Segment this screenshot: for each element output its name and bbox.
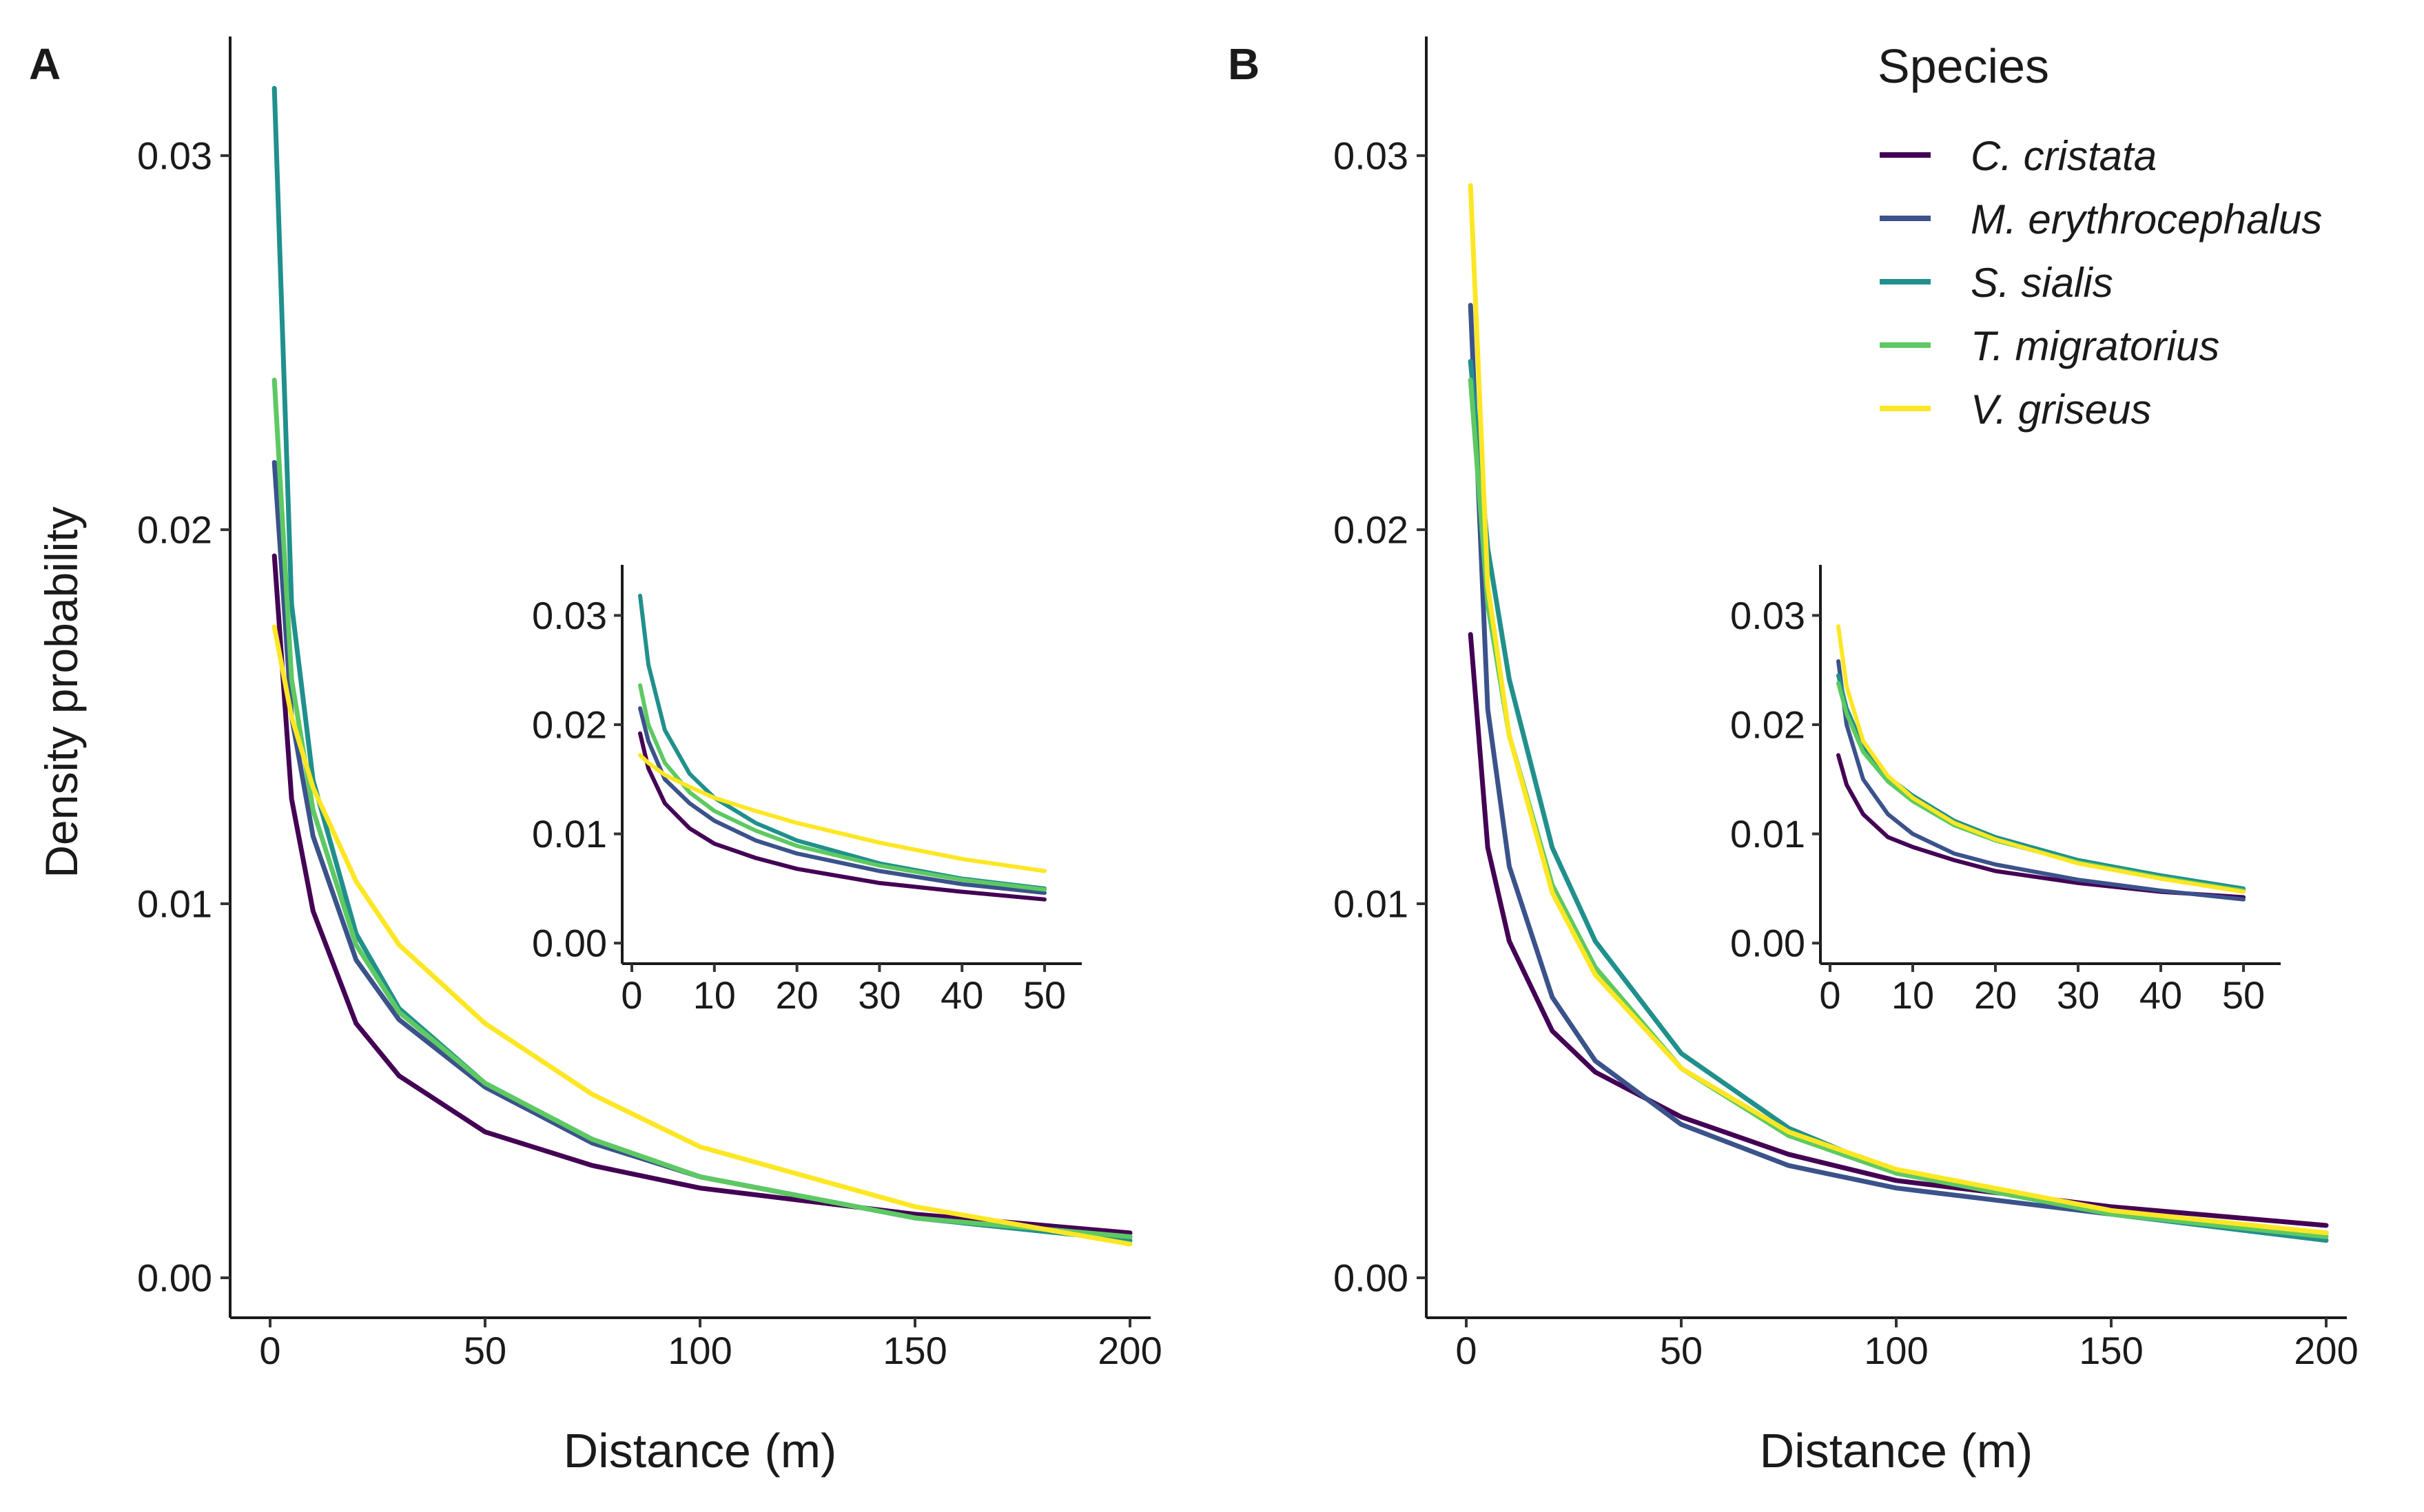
panel-a-inset-x-tick-label: 10 — [693, 973, 736, 1017]
panel-b-x-tick-label: 100 — [1864, 1329, 1928, 1372]
panel-b-inset-x-tick-label: 30 — [2057, 973, 2099, 1017]
panel-b-inset-y-tick-label: 0.03 — [1730, 594, 1805, 637]
legend-label-1: C. cristata — [1971, 133, 2157, 179]
panel-b-label: B — [1228, 39, 1260, 89]
panel-b-inset-line-3 — [1836, 673, 2246, 891]
panel-a-inset-line-5 — [638, 753, 1047, 873]
legend-title: Species — [1878, 39, 2049, 93]
panel-a-inset-x-tick-label: 0 — [621, 973, 642, 1017]
panel-b-inset-y-tick-label: 0.00 — [1730, 922, 1805, 965]
panel-b-inset-line-1 — [1836, 753, 2246, 900]
panel-a-line-4 — [271, 377, 1133, 1239]
panel-b-x-tick-label: 150 — [2079, 1329, 2143, 1372]
panel-a: A Density probability 0 50 100 150 2000.000.… — [29, 37, 1162, 1478]
panel-b-inset-y-tick-label: 0.02 — [1730, 703, 1805, 747]
panel-a-inset-line-4 — [638, 683, 1047, 892]
panel-b-inset-line-5 — [1836, 624, 2246, 894]
panel-a-line-3 — [271, 85, 1133, 1243]
panel-b-inset-line-2 — [1836, 659, 2246, 902]
legend-label-3: S. sialis — [1971, 260, 2113, 306]
panel-b-y-tick-label: 0.00 — [1333, 1256, 1408, 1300]
panel-a-inset-x-tick-label: 50 — [1023, 973, 1066, 1017]
panel-a-inset-y-tick-label: 0.01 — [532, 812, 607, 856]
panel-b-inset-x-tick-label: 10 — [1891, 973, 1934, 1017]
panel-a-x-tick-label: 100 — [668, 1329, 732, 1372]
panel-b-y-tick-label: 0.01 — [1333, 882, 1408, 926]
panel-b-inset-x-tick-label: 50 — [2222, 973, 2265, 1017]
panel-a-inset-x-tick-label: 20 — [775, 973, 818, 1017]
panel-b-inset-x-tick-label: 40 — [2139, 973, 2182, 1017]
panel-a-label: A — [29, 39, 61, 89]
panel-b-line-2 — [1468, 302, 2329, 1236]
panel-a-inset-y-tick-label: 0.03 — [532, 594, 607, 637]
panel-a-x-tick-label: 0 — [259, 1329, 280, 1372]
legend-label-2: M. erythrocephalus — [1971, 196, 2322, 242]
panel-b-x-axis-label: Distance (m) — [1760, 1424, 2033, 1478]
panel-a-x-tick-label: 200 — [1098, 1329, 1162, 1372]
panel-a-x-tick-label: 50 — [464, 1329, 506, 1372]
panel-a-inset-y-tick-label: 0.02 — [532, 703, 607, 747]
panel-a-x-tick-label: 150 — [883, 1329, 947, 1372]
panel-a-line-2 — [271, 459, 1133, 1239]
panel-a-y-tick-label: 0.01 — [137, 882, 212, 926]
panel-b-inset-y-tick-label: 0.01 — [1730, 812, 1805, 856]
panel-a-inset-y-tick-label: 0.00 — [532, 922, 607, 965]
panel-a-y-tick-label: 0.03 — [137, 134, 212, 178]
panel-b-y-tick-label: 0.03 — [1333, 134, 1408, 178]
panel-a-inset-line-1 — [638, 731, 1047, 902]
panel-a-inset-line-2 — [638, 706, 1047, 895]
panel-b-inset-x-tick-label: 0 — [1819, 973, 1840, 1017]
panel-b-y-tick-label: 0.02 — [1333, 508, 1408, 552]
panel-a-x-axis-label: Distance (m) — [564, 1424, 837, 1478]
panel-b-x-tick-label: 0 — [1455, 1329, 1477, 1372]
panel-a-inset-line-3 — [638, 593, 1047, 891]
panel-a-y-tick-label: 0.00 — [137, 1256, 212, 1300]
panel-a-inset: 0 10 20 30 40 50 0.00 0.01 0.02 0.03 — [532, 565, 1082, 1017]
legend: Species C. cristata M. erythrocephalus S. … — [1878, 39, 2322, 433]
panel-b-inset: 0 10 20 30 40 50 0.00 0.01 0.02 0.03 — [1730, 565, 2281, 1017]
panel-a-inset-x-tick-label: 40 — [941, 973, 983, 1017]
panel-b-x-tick-label: 200 — [2294, 1329, 2358, 1372]
legend-label-5: V. griseus — [1971, 386, 2151, 433]
panel-b-line-1 — [1468, 632, 2329, 1228]
panel-b-line-4 — [1468, 377, 2329, 1239]
panel-a-y-tick-label: 0.02 — [137, 508, 212, 552]
panel-a-line-5 — [271, 624, 1133, 1247]
legend-label-4: T. migratorius — [1971, 323, 2219, 369]
panel-a-inset-x-tick-label: 30 — [858, 973, 901, 1017]
panel-b-line-3 — [1468, 359, 2329, 1243]
panel-a-line-1 — [271, 553, 1133, 1236]
panel-b-inset-x-tick-label: 20 — [1974, 973, 2017, 1017]
panel-a-y-axis-label: Density probability — [36, 506, 87, 878]
panel-b-line-5 — [1468, 183, 2329, 1236]
panel-b-x-tick-label: 50 — [1660, 1329, 1703, 1372]
